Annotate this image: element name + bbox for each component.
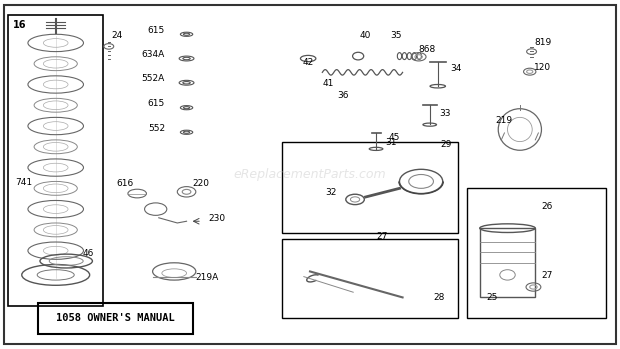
Text: 24: 24 <box>111 31 123 40</box>
Text: 220: 220 <box>193 179 210 187</box>
Text: 34: 34 <box>451 64 462 73</box>
Text: 615: 615 <box>148 25 165 35</box>
Text: 1058 OWNER'S MANUAL: 1058 OWNER'S MANUAL <box>56 313 175 323</box>
Bar <box>38 303 193 334</box>
Text: 552: 552 <box>148 124 165 133</box>
Text: 27: 27 <box>376 231 388 240</box>
Text: 741: 741 <box>15 178 32 187</box>
Text: 41: 41 <box>322 79 334 88</box>
Bar <box>480 228 535 297</box>
Text: 46: 46 <box>83 249 94 258</box>
Text: 36: 36 <box>338 91 349 100</box>
Text: 615: 615 <box>148 99 165 108</box>
Text: 26: 26 <box>541 202 553 211</box>
Text: eReplacementParts.com: eReplacementParts.com <box>234 168 386 181</box>
Text: 27: 27 <box>541 272 553 280</box>
Text: 868: 868 <box>418 45 436 54</box>
Text: 32: 32 <box>326 188 337 197</box>
Bar <box>467 188 606 318</box>
Text: 552A: 552A <box>142 74 165 83</box>
Text: 31: 31 <box>385 138 397 147</box>
Text: 35: 35 <box>390 31 402 40</box>
Text: 616: 616 <box>117 179 134 187</box>
Text: 40: 40 <box>360 31 371 40</box>
Text: 42: 42 <box>303 58 314 67</box>
Text: 219: 219 <box>495 116 512 125</box>
Text: 28: 28 <box>433 293 445 302</box>
Bar <box>7 15 104 306</box>
Text: 230: 230 <box>208 214 225 223</box>
Text: 634A: 634A <box>142 50 165 59</box>
Text: 29: 29 <box>441 140 452 149</box>
Bar <box>282 142 458 233</box>
Bar <box>282 239 458 318</box>
Text: 25: 25 <box>486 293 497 302</box>
Text: 45: 45 <box>388 133 400 142</box>
Text: 16: 16 <box>12 21 26 30</box>
Text: 219A: 219A <box>196 273 219 282</box>
Text: 33: 33 <box>440 109 451 118</box>
Text: 120: 120 <box>534 63 551 72</box>
Text: 819: 819 <box>534 38 551 47</box>
